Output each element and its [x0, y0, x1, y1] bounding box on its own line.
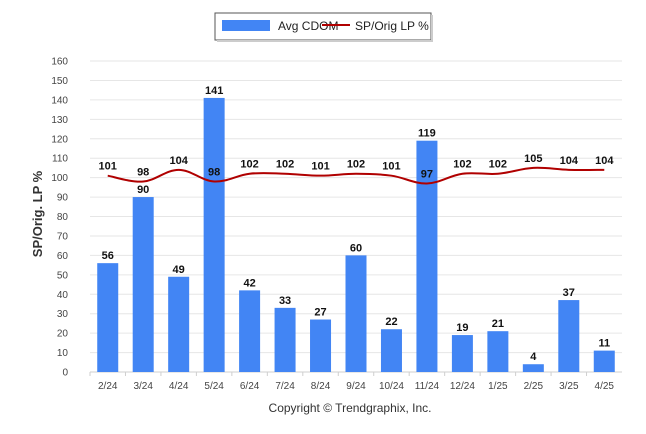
line-value-label: 104: [595, 155, 614, 167]
bar-value-label: 141: [205, 85, 223, 97]
bar: [345, 255, 367, 372]
x-axis: 2/24 3/24 4/24 5/24 6/24 7/24 8/24 9/24 10/24 11/…: [89, 371, 622, 392]
x-tick-label: 5/24: [204, 381, 224, 392]
y-tick-label: 90: [57, 193, 69, 204]
x-tick-label: 12/24: [450, 381, 475, 392]
line-value-label: 98: [208, 167, 220, 179]
x-tick-label: 3/24: [133, 381, 153, 392]
bar: [380, 329, 402, 372]
y-tick-label: 130: [51, 115, 68, 126]
bar: [274, 307, 296, 372]
y-tick-label: 140: [51, 95, 68, 106]
x-tick-label: 11/24: [415, 381, 440, 392]
bar-value-label: 22: [385, 316, 397, 328]
y-tick-label: 40: [57, 290, 69, 301]
y-tick-label: 110: [52, 154, 68, 165]
y-axis-title: SP/Orig. LP %: [30, 170, 45, 257]
bar: [203, 97, 225, 373]
y-tick-label: 70: [57, 231, 69, 242]
line-value-label: 98: [137, 167, 149, 179]
x-tick-label: 2/24: [98, 381, 118, 392]
bar: [451, 335, 473, 372]
y-tick-label: 160: [51, 57, 68, 68]
bar: [487, 331, 509, 372]
bar-value-label: 119: [418, 128, 436, 140]
data-labels: 56 90 49 141 42 33 27 60 22 119 19 21 4 37 11 101 98 104 9…: [99, 85, 615, 363]
line-value-label: 102: [453, 159, 471, 171]
x-tick-label: 9/24: [346, 381, 366, 392]
y-tick-label: 80: [57, 212, 69, 223]
line-value-label: 97: [421, 168, 433, 180]
x-tick-label: 6/24: [240, 381, 260, 392]
bar-series: [97, 97, 615, 373]
x-tick-label: 8/24: [311, 381, 331, 392]
y-tick-label: 150: [51, 76, 68, 87]
y-tick-label: 10: [57, 348, 69, 359]
legend: Avg CDOM SP/Orig LP %: [214, 12, 433, 42]
bar: [310, 319, 332, 372]
bar-value-label: 49: [173, 264, 185, 276]
bar: [522, 364, 544, 372]
y-axis: 0 10 20 30 40 50 60 70 80 90 100 110 120 130 140 150 160: [51, 57, 68, 379]
line-value-label: 101: [382, 161, 400, 173]
bar-value-label: 37: [563, 287, 575, 299]
bar-value-label: 11: [598, 338, 610, 350]
x-tick-label: 3/25: [559, 381, 579, 392]
line-value-label: 102: [240, 159, 258, 171]
y-tick-label: 0: [62, 368, 68, 379]
x-tick-label: 4/25: [595, 381, 615, 392]
bar-value-label: 21: [492, 318, 504, 330]
x-tick-label: 1/25: [488, 381, 508, 392]
y-tick-label: 60: [57, 251, 69, 262]
bar-value-label: 19: [456, 322, 468, 334]
legend-bar-swatch: [222, 20, 270, 31]
legend-line-label: SP/Orig LP %: [355, 19, 429, 33]
bar: [97, 263, 119, 372]
y-tick-label: 20: [57, 329, 69, 340]
copyright-footer: Copyright © Trendgraphix, Inc.: [269, 401, 432, 415]
line-value-label: 102: [276, 159, 294, 171]
line-value-label: 101: [311, 161, 329, 173]
x-tick-label: 10/24: [379, 381, 404, 392]
bar-value-label: 27: [314, 307, 326, 319]
bar: [168, 276, 190, 372]
line-value-label: 104: [560, 155, 579, 167]
y-tick-label: 30: [57, 309, 69, 320]
bar-value-label: 42: [243, 277, 255, 289]
x-tick-label: 7/24: [275, 381, 295, 392]
line-value-label: 102: [347, 159, 365, 171]
legend-bar-label: Avg CDOM: [278, 19, 338, 33]
x-tick-label: 4/24: [169, 381, 189, 392]
x-tick-label: 2/25: [524, 381, 544, 392]
bar: [416, 140, 438, 372]
line-value-label: 102: [489, 159, 507, 171]
legend-shadow: [431, 15, 433, 42]
bar: [593, 350, 615, 372]
y-tick-label: 120: [51, 134, 68, 145]
line-series: [107, 166, 605, 185]
line-value-label: 105: [524, 153, 542, 165]
y-tick-label: 100: [51, 173, 68, 184]
bar-value-label: 60: [350, 242, 362, 254]
legend-shadow-bottom: [217, 40, 433, 42]
bar-value-label: 4: [530, 351, 537, 363]
y-tick-label: 50: [57, 270, 69, 281]
line-value-label: 101: [99, 161, 117, 173]
bar-value-label: 90: [137, 184, 149, 196]
bar-value-label: 33: [279, 295, 291, 307]
bar: [558, 300, 580, 372]
line-value-label: 104: [169, 155, 188, 167]
bar: [239, 290, 261, 372]
bar-value-label: 56: [102, 250, 114, 262]
bar: [132, 197, 154, 372]
